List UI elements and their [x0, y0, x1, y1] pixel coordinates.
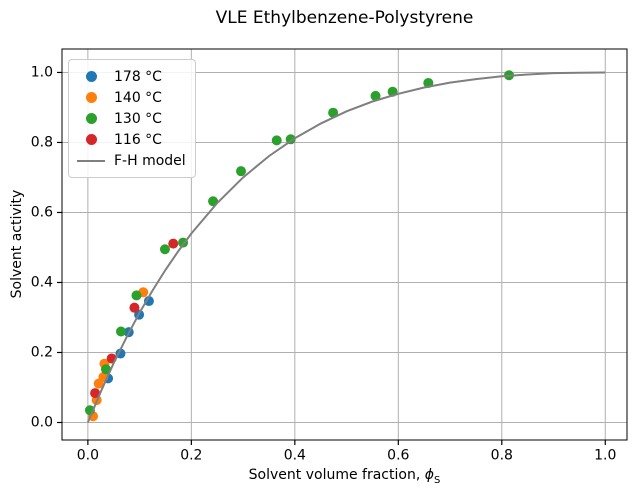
model-curve: [86, 71, 606, 423]
series-116°C: [90, 238, 179, 399]
legend-entry: 116 °C: [76, 129, 186, 150]
phi-subscript: S: [433, 474, 441, 486]
data-point: [159, 244, 170, 255]
legend-dot-icon: [76, 92, 106, 103]
axes-spines: [61, 48, 628, 441]
data-point: [370, 90, 381, 101]
y-tick-label: 0.8: [31, 134, 53, 150]
legend-dot-icon: [76, 134, 106, 145]
data-point: [143, 296, 154, 307]
x-tick-label: 0.4: [284, 448, 306, 464]
legend-dot-icon: [76, 113, 106, 124]
data-point: [93, 378, 104, 389]
chart-title: VLE Ethylbenzene-Polystyrene: [215, 8, 474, 28]
data-point: [236, 166, 247, 177]
y-tick-label: 0.0: [31, 414, 53, 430]
x-tick-label: 1.0: [594, 448, 616, 464]
y-tick-label: 0.4: [31, 274, 53, 290]
legend-label: 140 °C: [114, 89, 162, 106]
legend-dot-icon: [76, 71, 106, 82]
legend-entry: F-H model: [76, 150, 186, 171]
y-tick-label: 0.6: [31, 204, 53, 220]
series-130°C: [84, 70, 515, 416]
y-axis-label: Solvent activity: [9, 189, 25, 299]
legend: 178 °C 140 °C 130 °C 116 °C F-H model: [68, 59, 196, 178]
legend-line-icon: [76, 159, 106, 162]
legend-entry: 130 °C: [76, 108, 186, 129]
x-axis: 0.0 0.2 0.4 0.6 0.8 1.0: [77, 440, 616, 464]
legend-entry: 140 °C: [76, 87, 186, 108]
data-point: [115, 326, 126, 337]
legend-label: 116 °C: [114, 131, 162, 148]
x-tick-label: 0.0: [77, 448, 99, 464]
data-point: [90, 388, 101, 399]
x-tick-label: 0.6: [387, 448, 409, 464]
legend-label: 178 °C: [114, 68, 162, 85]
x-axis-label-text: Solvent volume fraction,: [248, 467, 425, 483]
data-point: [100, 364, 111, 375]
x-axis-label: Solvent volume fraction, ϕS: [62, 467, 627, 486]
data-point: [131, 290, 142, 301]
data-series: [84, 70, 606, 423]
legend-label: 130 °C: [114, 110, 162, 127]
y-tick-label: 0.2: [31, 344, 53, 360]
y-tick-label: 1.0: [31, 64, 53, 80]
data-point: [129, 302, 140, 313]
y-axis: 0.0 0.2 0.4 0.6 0.8 1.0: [31, 64, 62, 430]
phi-symbol: ϕ: [424, 467, 434, 483]
data-point: [328, 107, 339, 118]
x-tick-label: 0.8: [491, 448, 513, 464]
legend-label: F-H model: [114, 152, 186, 169]
legend-entry: 178 °C: [76, 66, 186, 87]
x-tick-label: 0.2: [180, 448, 202, 464]
data-point: [271, 135, 282, 146]
data-point: [168, 238, 179, 249]
